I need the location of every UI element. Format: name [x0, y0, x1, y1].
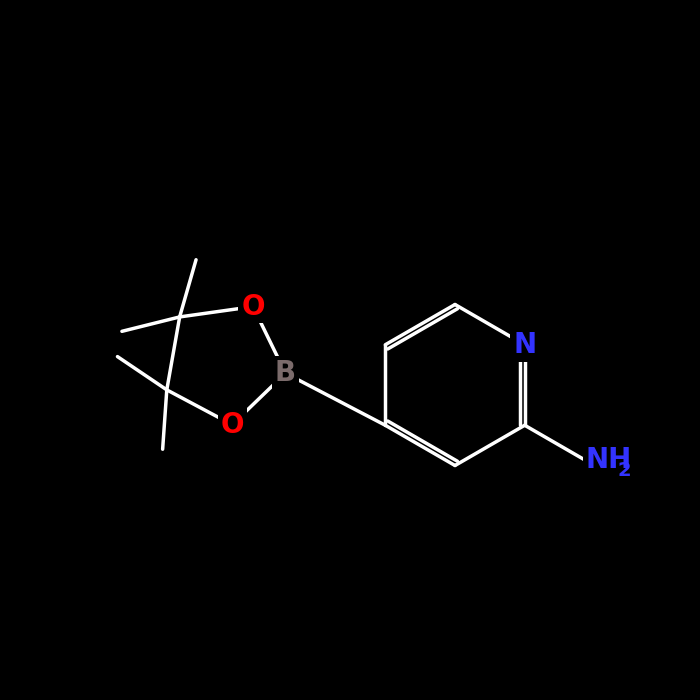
Text: B: B	[275, 359, 296, 387]
Text: O: O	[241, 293, 265, 321]
Text: 2: 2	[617, 461, 631, 480]
Text: O: O	[220, 411, 244, 439]
Text: N: N	[513, 331, 536, 358]
Text: NH: NH	[585, 447, 631, 475]
